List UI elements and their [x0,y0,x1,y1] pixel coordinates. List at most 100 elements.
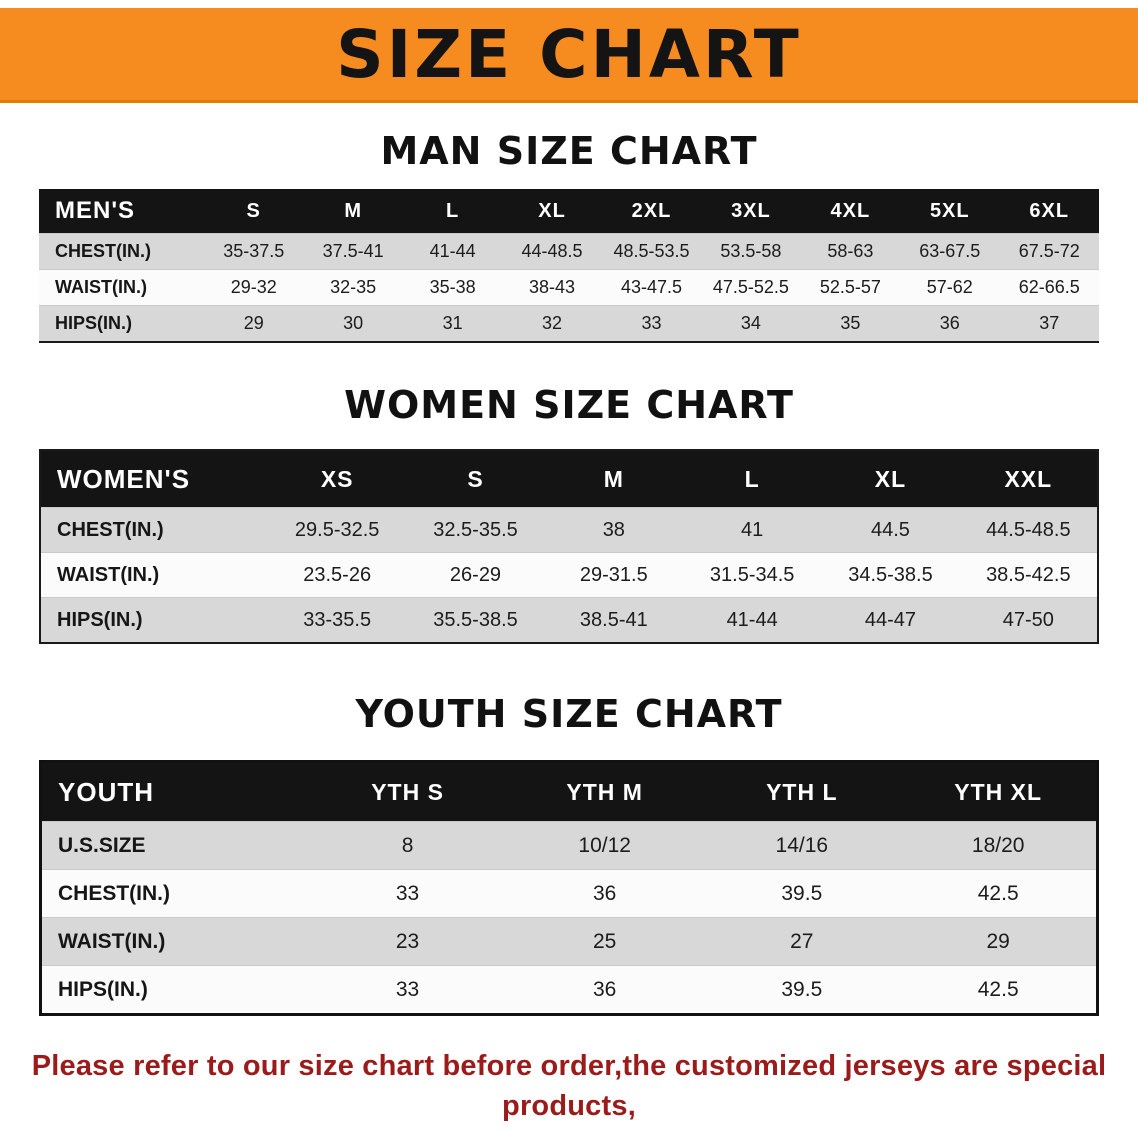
women-header-cell: XS [268,450,407,508]
youth-size-value: 36 [593,977,617,1001]
youth-header-row: YOUTH YTH S YTH M YTH L YTH XL [40,761,1098,822]
men-size-value: 29 [243,313,264,333]
youth-section: YOUTH SIZE CHART YOUTH YTH S YTH M YTH L YTH… [0,692,1138,1016]
women-size-value: 44.5 [871,518,910,541]
men-size-value: 36 [939,313,960,333]
youth-size-value: 33 [395,881,420,905]
women-row-label: HIPS(IN.) [57,608,143,631]
men-header-cell: 6XL [999,189,1099,234]
youth-size-value: 10/12 [578,833,631,857]
women-header-cell: L [682,450,822,508]
youth-size-value: 18/20 [971,833,1025,857]
men-size-value: 33 [641,313,662,333]
youth-row-label: CHEST(IN.) [58,881,170,905]
men-size-value: 37.5-41 [322,241,384,261]
women-header-cell: WOMEN'S [40,450,268,508]
men-size-value: 34 [740,313,761,333]
women-header-row: WOMEN'S XS S M L XL XXL [40,450,1098,508]
men-header-cell: XL [502,189,602,234]
youth-header-cell: YOUTH [40,761,309,822]
men-size-value: 58-63 [827,241,874,261]
women-header-cell: XL [821,450,960,508]
women-size-value: 23.5-26 [303,563,372,586]
women-header-cell: XXL [959,450,1098,508]
youth-row-label: WAIST(IN.) [58,929,166,953]
men-size-value: 63-67.5 [919,241,981,261]
youth-size-value: 23 [395,929,420,953]
men-header-cell: 2XL [601,189,702,234]
women-size-value: 41 [741,518,764,541]
men-header-cell: 3XL [701,189,801,234]
women-size-value: 34.5-38.5 [848,563,933,586]
women-size-value: 41-44 [726,608,778,631]
men-size-value: 62-66.5 [1018,277,1080,297]
men-size-value: 53.5-58 [720,241,782,261]
men-size-value: 32-35 [330,277,377,297]
youth-size-value: 27 [790,929,814,953]
men-header-cell: M [303,189,403,234]
women-section-title: WOMEN SIZE CHART [344,383,794,427]
youth-row-label: HIPS(IN.) [58,977,148,1001]
men-size-value: 43-47.5 [620,277,682,297]
men-size-value: 30 [343,313,364,333]
youth-table-row: U.S.SIZE 8 10/12 14/16 18/20 [40,821,1098,870]
men-size-value: 52.5-57 [819,277,881,297]
men-table-row: HIPS(IN.) 29 30 31 32 33 34 35 36 37 [39,305,1099,342]
women-table-row: WAIST(IN.) 23.5-26 26-29 29-31.5 31.5-34.5 34… [40,552,1098,598]
youth-size-value: 42.5 [977,977,1019,1001]
men-size-value: 44-48.5 [521,241,583,261]
youth-size-value: 29 [986,929,1010,953]
women-size-value: 35.5-38.5 [433,608,518,631]
order-notice: Please refer to our size chart before or… [0,1046,1138,1132]
youth-header-cell: YTH L [703,761,901,822]
men-size-value: 48.5-53.5 [613,241,690,261]
women-size-value: 38.5-41 [579,608,648,631]
youth-size-value: 25 [593,929,617,953]
men-section: MAN SIZE CHART MEN'S S M L XL 2XL 3XL 4XL 5XL 6XL… [0,129,1138,343]
youth-size-value: 8 [401,833,414,857]
men-size-value: 31 [442,313,463,333]
size-chart-banner: SIZE CHART [0,8,1138,103]
men-header-cell: L [402,189,503,234]
men-size-table: MEN'S S M L XL 2XL 3XL 4XL 5XL 6XL CHEST(IN.) 35-37… [39,189,1099,343]
men-header-cell: MEN'S [39,189,204,234]
youth-header-cell: YTH S [309,761,507,822]
page-title: SIZE CHART [336,15,802,93]
men-size-value: 35-38 [429,277,476,297]
youth-size-value: 42.5 [977,881,1019,905]
women-size-value: 29.5-32.5 [294,518,380,541]
youth-size-value: 39.5 [781,881,823,905]
women-row-label: WAIST(IN.) [57,563,160,586]
men-size-value: 47.5-52.5 [712,277,789,297]
notice-line-2: we don't accept cancel, change, teturn o… [0,1126,1138,1132]
men-row-label: CHEST(IN.) [55,241,151,261]
women-size-value: 31.5-34.5 [709,563,795,586]
men-table-row: WAIST(IN.) 29-32 32-35 35-38 38-43 43-47.5 47.… [39,269,1099,306]
youth-table-row: HIPS(IN.) 33 36 39.5 42.5 [40,965,1098,1015]
men-size-value: 37 [1039,313,1060,333]
men-header-row: MEN'S S M L XL 2XL 3XL 4XL 5XL 6XL [39,189,1099,234]
women-size-value: 44.5-48.5 [986,518,1071,541]
women-size-value: 47-50 [1002,608,1054,631]
youth-section-title: YOUTH SIZE CHART [355,692,783,736]
men-size-value: 38-43 [529,277,576,297]
notice-line-1: Please refer to our size chart before or… [31,1050,1107,1123]
men-size-value: 41-44 [429,241,476,261]
men-size-value: 32 [542,313,563,333]
youth-size-value: 33 [395,977,420,1001]
youth-size-value: 36 [593,881,617,905]
men-size-value: 35 [840,313,861,333]
women-section: WOMEN SIZE CHART WOMEN'S XS S M L XL XXL CHEST(… [0,383,1138,644]
men-size-value: 35-37.5 [223,241,285,261]
women-size-value: 38.5-42.5 [986,563,1071,586]
youth-size-value: 14/16 [775,833,829,857]
women-size-table: WOMEN'S XS S M L XL XXL CHEST(IN.) 29.5-32.5 32.5… [39,449,1099,644]
youth-table-row: WAIST(IN.) 23 25 27 29 [40,917,1098,966]
men-header-cell: S [204,189,304,234]
men-size-value: 29-32 [230,277,277,297]
youth-size-value: 39.5 [781,977,823,1001]
women-size-value: 32.5-35.5 [433,518,518,541]
women-table-row: HIPS(IN.) 33-35.5 35.5-38.5 38.5-41 41-44 44-… [40,597,1098,643]
women-table-row: CHEST(IN.) 29.5-32.5 32.5-35.5 38 41 44.5 44.5… [40,507,1098,553]
